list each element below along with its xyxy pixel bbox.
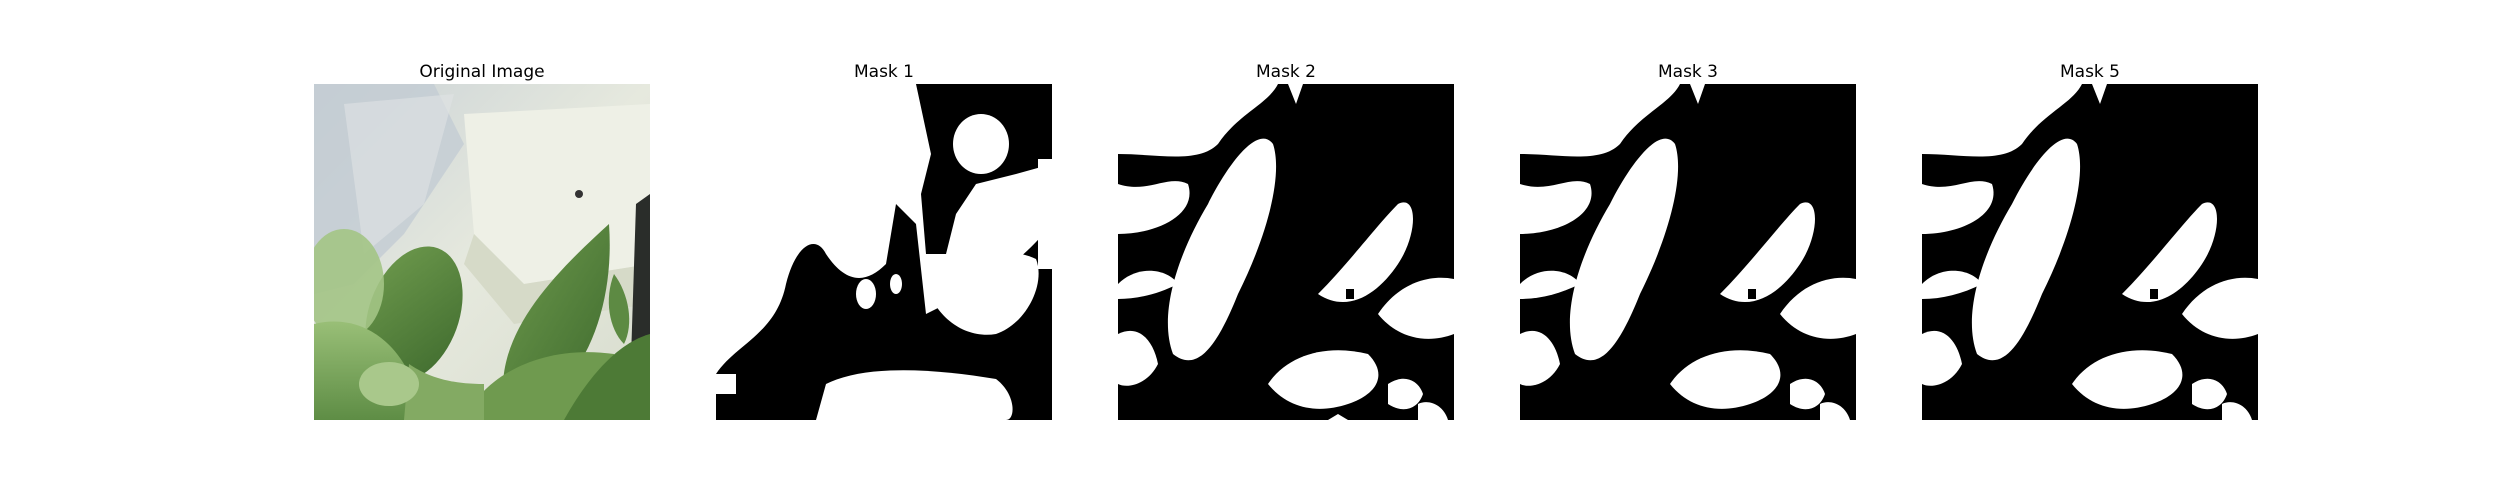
panel-mask-2: Mask 2 (1118, 60, 1454, 420)
mask-3-image (1520, 84, 1856, 420)
panel-original-image: Original Image (314, 60, 650, 420)
mask-1-image (716, 84, 1052, 420)
panel-mask-1: Mask 1 (716, 60, 1052, 420)
panel-title: Mask 1 (853, 62, 914, 82)
panel-mask-5: Mask 5 (1922, 60, 2258, 420)
mask-2-image (1118, 84, 1454, 420)
panel-title: Mask 5 (2059, 62, 2120, 82)
panel-title: Mask 3 (1657, 62, 1718, 82)
panel-title: Mask 2 (1255, 62, 1316, 82)
panel-mask-3: Mask 3 (1520, 60, 1856, 420)
mask-5-image (1922, 84, 2258, 420)
original-photo (314, 84, 650, 420)
panel-title: Original Image (419, 62, 545, 82)
